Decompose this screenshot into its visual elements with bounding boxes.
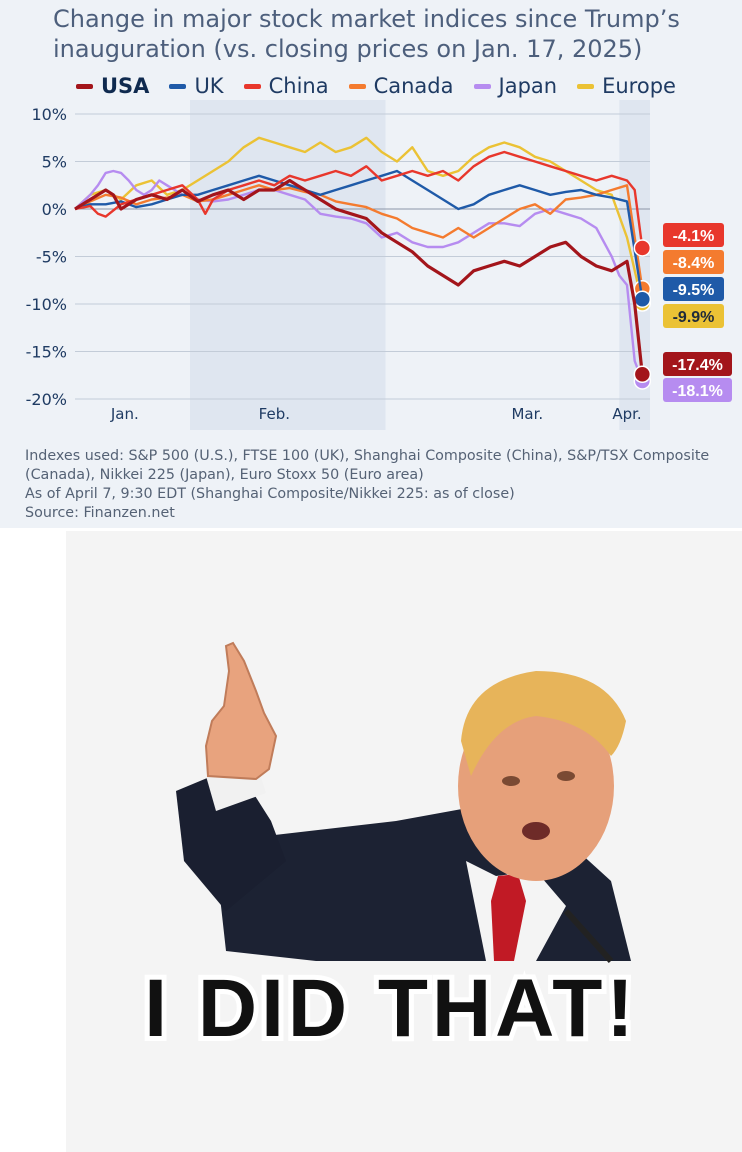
legend-swatch [243, 83, 261, 89]
end-label-box [663, 352, 732, 376]
meme-caption: I DID THAT! [144, 963, 637, 1054]
chart-title: Change in major stock market indices sin… [53, 4, 713, 64]
end-label-box [663, 277, 724, 301]
legend-item-japan: Japan [473, 74, 558, 98]
end-label-china: -4.1% [673, 228, 715, 245]
series-line-usa [74, 178, 644, 375]
legend-swatch [169, 83, 187, 89]
legend-label: Europe [602, 74, 676, 98]
legend-item-europe: Europe [577, 74, 676, 98]
end-label-box [663, 304, 724, 328]
x-tick-label: Apr. [612, 405, 641, 423]
y-tick-label: -5% [36, 248, 67, 267]
legend-swatch [577, 83, 595, 89]
legend-swatch [348, 83, 366, 89]
legend-item-uk: UK [169, 74, 224, 98]
raised-arm-sleeve [176, 766, 286, 911]
pointing-hand-icon [204, 641, 278, 781]
microphone-stand [563, 908, 614, 964]
legend-item-canada: Canada [348, 74, 454, 98]
end-label-europe: -9.9% [673, 309, 715, 326]
x-tick-label: Mar. [511, 405, 543, 423]
y-tick-label: 0% [42, 200, 67, 219]
y-tick-label: -20% [26, 390, 67, 409]
chart-panel: Change in major stock market indices sin… [0, 0, 742, 528]
source-line: Source: Finanzen.net [25, 505, 175, 521]
end-label-box [663, 378, 732, 402]
chart-title-line-2: inauguration (vs. closing prices on Jan.… [53, 35, 643, 63]
legend-label: UK [194, 74, 224, 98]
left-eye [502, 776, 520, 786]
series-line-europe [74, 136, 644, 304]
y-tick-label: 10% [31, 105, 67, 124]
chart-legend: USA UK China Canada Japan Europe [76, 72, 696, 100]
end-label-japan: -18.1% [672, 383, 723, 400]
legend-swatch [76, 83, 93, 89]
end-label-uk: -9.5% [673, 282, 715, 299]
end-label-box [663, 250, 724, 274]
legend-label: USA [101, 74, 150, 98]
face [458, 691, 614, 881]
legend-label: Japan [498, 74, 558, 98]
red-tie [491, 874, 526, 961]
flag-marker-china [633, 239, 652, 257]
notes-line-2: (Canada), Nikkei 225 (Japan), Euro Stoxx… [25, 467, 424, 483]
end-label-usa: -17.4% [672, 357, 723, 374]
legend-item-usa: USA [76, 74, 149, 98]
x-tick-label: Feb. [259, 405, 290, 423]
legend-item-china: China [243, 74, 329, 98]
y-tick-label: 5% [42, 153, 67, 172]
y-tick-label: -10% [26, 295, 67, 314]
x-tick-label: Jan. [110, 405, 139, 423]
chart-title-line-1: Change in major stock market indices sin… [53, 5, 680, 33]
end-label-box [663, 223, 724, 247]
chart-notes: Indexes used: S&P 500 (U.S.), FTSE 100 (… [25, 447, 725, 523]
line-chart-plot: 10% 5% 0% -5% -10% -15% -20% Jan. Feb. Mar. Apr. -4… [26, 100, 732, 430]
y-tick-label: -15% [26, 343, 67, 362]
legend-label: China [268, 74, 329, 98]
legend-label: Canada [373, 74, 454, 98]
right-eye [557, 771, 575, 781]
series-line-japan [74, 169, 644, 382]
end-label-canada: -8.4% [673, 255, 715, 272]
hair [461, 671, 626, 776]
meme-image: I DID THAT! [66, 531, 742, 1152]
series-line-china [74, 150, 644, 249]
legend-swatch [473, 83, 491, 89]
notes-line-3: As of April 7, 9:30 EDT (Shanghai Compos… [25, 486, 515, 502]
meme-illustration: I DID THAT! [139, 641, 639, 1059]
notes-line-1: Indexes used: S&P 500 (U.S.), FTSE 100 (… [25, 448, 710, 464]
shaded-range-0 [190, 100, 386, 430]
flag-marker-usa [633, 365, 652, 384]
mouth [522, 822, 550, 840]
flag-marker-uk [633, 290, 652, 308]
